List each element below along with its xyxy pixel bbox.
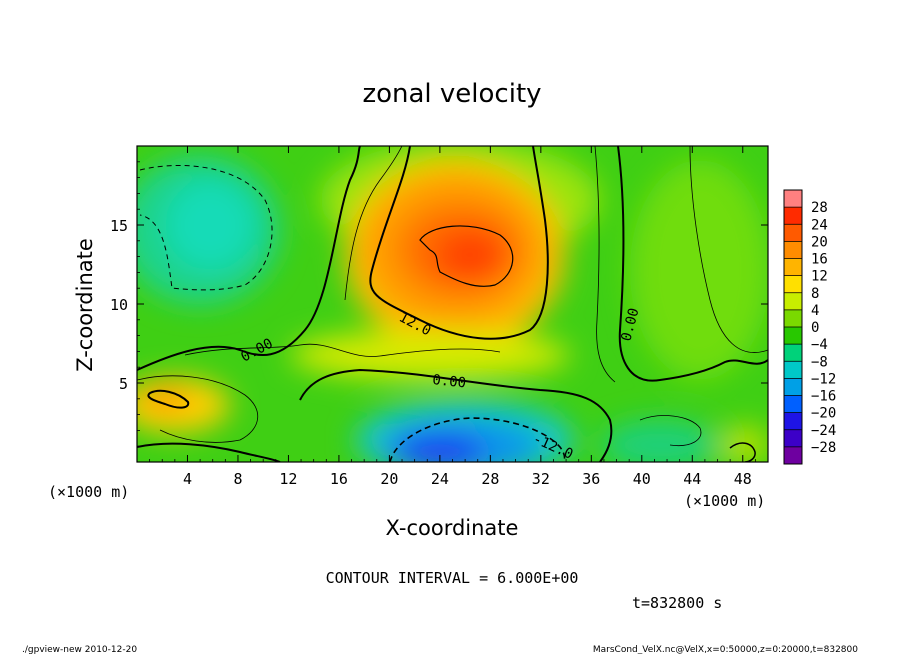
y-tick-label: 10 bbox=[110, 296, 128, 314]
x-tick-label: 32 bbox=[532, 470, 550, 488]
colorbar-swatch bbox=[784, 327, 802, 345]
colorbar-label: −16 bbox=[811, 389, 836, 405]
colorbar-swatch bbox=[784, 429, 802, 448]
colorbar-swatch bbox=[784, 207, 802, 225]
x-axis: 4 8 12 16 20 24 28 32 36 40 44 48 bbox=[149, 146, 756, 488]
colorbar-label: −8 bbox=[811, 354, 828, 370]
x-unit-label-left: (×1000 m) bbox=[48, 483, 129, 501]
y-axis-label: Z-coordinate bbox=[73, 238, 97, 372]
colorbar-label: 12 bbox=[811, 269, 828, 285]
x-tick-label: 36 bbox=[582, 470, 600, 488]
colorbar-label: −20 bbox=[811, 406, 836, 422]
contour-label: 0.00 bbox=[432, 372, 467, 391]
colorbar-label: 0 bbox=[811, 320, 819, 336]
colorbar-label: 8 bbox=[811, 286, 819, 302]
colorbar-swatch bbox=[784, 190, 802, 208]
colorbar-label: −12 bbox=[811, 371, 836, 387]
colorbar-swatch bbox=[784, 275, 802, 294]
colorbar-swatch bbox=[784, 412, 802, 431]
colorbar-swatch bbox=[784, 224, 802, 242]
x-tick-label: 48 bbox=[734, 470, 752, 488]
x-tick-label: 4 bbox=[183, 470, 192, 488]
colorbar-label: 16 bbox=[811, 252, 828, 268]
x-unit-label-right: (×1000 m) bbox=[684, 492, 765, 510]
colorbar-label: −24 bbox=[811, 423, 836, 439]
x-tick-label: 16 bbox=[330, 470, 348, 488]
colorbar-label: −28 bbox=[811, 440, 836, 456]
contour-interval-text: CONTOUR INTERVAL = 6.000E+00 bbox=[326, 569, 579, 587]
colorbar-swatch bbox=[784, 344, 802, 362]
x-tick-label: 24 bbox=[431, 470, 449, 488]
colorbar-label: 28 bbox=[811, 200, 828, 216]
footer-left: ./gpview-new 2010-12-20 bbox=[22, 645, 137, 654]
colorbar-swatch bbox=[784, 446, 802, 465]
plot-area: 0.00 0.00 0.00 12.0 -12.0 bbox=[136, 145, 769, 463]
colorbar-label: 24 bbox=[811, 217, 828, 233]
x-axis-label: X-coordinate bbox=[386, 516, 519, 540]
footer-right: MarsCond_VelX.nc@VelX,x=0:50000,z=0:2000… bbox=[593, 645, 858, 654]
colorbar-swatch bbox=[784, 258, 802, 277]
colorbar-swatch bbox=[784, 395, 802, 414]
y-tick-label: 15 bbox=[110, 217, 128, 235]
colorbar-label: −4 bbox=[811, 337, 828, 353]
colorbar-label: 4 bbox=[811, 303, 819, 319]
time-label: t=832800 s bbox=[632, 594, 722, 612]
colorbar-swatch bbox=[784, 241, 802, 259]
x-tick-label: 44 bbox=[683, 470, 701, 488]
x-tick-label: 20 bbox=[380, 470, 398, 488]
x-tick-label: 40 bbox=[633, 470, 651, 488]
colorbar-swatch bbox=[784, 292, 802, 311]
chart-title: zonal velocity bbox=[362, 79, 541, 109]
contour-lines bbox=[137, 146, 768, 462]
x-tick-label: 8 bbox=[233, 470, 242, 488]
y-tick-label: 5 bbox=[119, 375, 128, 393]
x-tick-label: 28 bbox=[481, 470, 499, 488]
colorbar-swatch bbox=[784, 309, 802, 328]
colorbar-label: 20 bbox=[811, 234, 828, 250]
colorbar-swatch bbox=[784, 378, 802, 396]
x-tick-label: 12 bbox=[279, 470, 297, 488]
colour-field bbox=[137, 146, 768, 462]
y-axis: 5 10 15 bbox=[110, 161, 768, 447]
colorbar-swatch bbox=[784, 361, 802, 379]
